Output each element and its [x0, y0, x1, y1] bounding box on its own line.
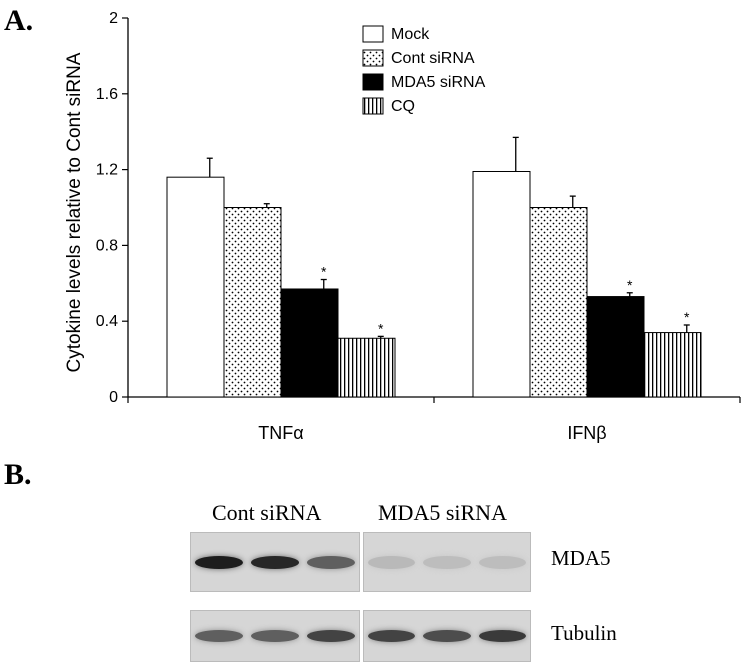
- blot-row-label-mda5: MDA5: [551, 546, 611, 570]
- y-tick-label: 1.2: [96, 162, 118, 179]
- legend-label: Mock: [391, 26, 430, 43]
- x-category-label: IFNβ: [567, 423, 606, 443]
- legend-label: Cont siRNA: [391, 50, 475, 67]
- blot-row-tubulin-knockdown: [363, 610, 531, 662]
- bar: [529, 207, 588, 398]
- bar: [643, 332, 702, 398]
- panel-a-label: A.: [4, 4, 34, 37]
- bar: [166, 176, 225, 398]
- blot-band: [195, 555, 243, 569]
- y-tick-label: 0.4: [96, 313, 118, 330]
- bars: * * * *: [166, 136, 702, 398]
- significance-star: *: [684, 309, 690, 325]
- blot-row-mda5-knockdown: [363, 532, 531, 592]
- blot-band: [368, 555, 416, 569]
- y-tick-label: 2: [109, 10, 118, 27]
- legend: Mock Cont siRNA MDA5 siRNA CQ: [362, 25, 486, 115]
- significance-star: *: [321, 264, 327, 280]
- blot-row-label-tubulin: Tubulin: [551, 621, 617, 645]
- y-tick-label: 0: [109, 389, 118, 406]
- blot-band: [368, 630, 416, 642]
- legend-swatch: [362, 97, 384, 115]
- blot-band: [195, 630, 243, 642]
- legend-swatch: [362, 49, 384, 67]
- blot-band: [251, 555, 299, 569]
- legend-label: MDA5 siRNA: [391, 74, 486, 91]
- y-tick-label: 0.8: [96, 237, 118, 254]
- bar-chart: Cytokine levels relative to Cont siRNA 0…: [64, 10, 741, 443]
- bar: [586, 296, 645, 398]
- blot-band: [478, 630, 526, 642]
- bar: [223, 207, 282, 398]
- blot-band: [423, 630, 471, 642]
- x-category-label: TNFα: [258, 423, 303, 443]
- bar: [472, 170, 531, 398]
- blot-band: [307, 630, 355, 642]
- legend-label: CQ: [391, 98, 415, 115]
- blot-band: [478, 555, 526, 569]
- blot-band: [251, 630, 299, 642]
- bar: [280, 288, 339, 398]
- blot-band: [423, 555, 471, 569]
- blot-band: [307, 555, 355, 569]
- significance-star: *: [378, 320, 384, 336]
- blot-group-label-cont: Cont siRNA: [212, 500, 322, 525]
- y-axis-label: Cytokine levels relative to Cont siRNA: [64, 52, 85, 372]
- blot-row-tubulin: [190, 610, 360, 662]
- bar: [337, 337, 396, 398]
- blot-group-label-mda5: MDA5 siRNA: [378, 500, 507, 525]
- y-tick-label: 1.6: [96, 86, 118, 103]
- legend-swatch: [362, 73, 384, 91]
- blot-row-mda5: [190, 532, 360, 592]
- axes: 0 0.4 0.8 1.2 1.6 2 TNFα IFNβ: [96, 10, 741, 443]
- legend-swatch: [362, 25, 384, 43]
- panel-b-label: B.: [4, 458, 32, 491]
- significance-star: *: [627, 277, 633, 293]
